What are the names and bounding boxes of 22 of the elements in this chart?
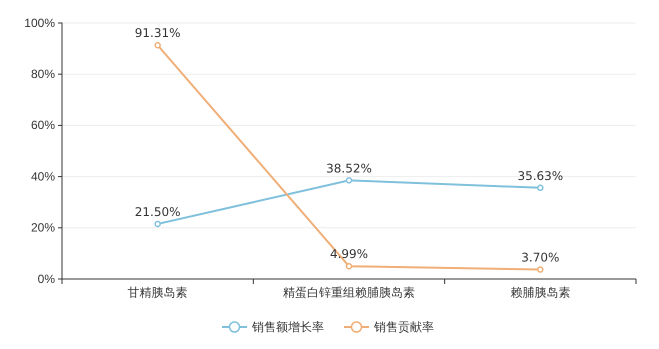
y-tick-label: 40% xyxy=(30,169,56,184)
point xyxy=(537,266,544,273)
y-tick-label: 60% xyxy=(30,118,56,132)
data-label: 35.63% xyxy=(517,168,564,183)
data-label: 21.50% xyxy=(134,204,181,219)
point xyxy=(154,220,161,228)
legend-label: 销售贡献率 xyxy=(373,320,434,334)
y-tick-label: 0% xyxy=(38,272,56,286)
point xyxy=(154,42,161,48)
x-tick-label: 甘精胰岛素 xyxy=(128,286,188,300)
point xyxy=(537,184,544,192)
x-tick-label: 赖脯胰岛素 xyxy=(510,286,570,300)
data-label: 3.70% xyxy=(521,250,560,265)
legend-label: 销售额增长率 xyxy=(251,320,324,334)
point xyxy=(346,262,352,270)
data-label: 38.52% xyxy=(326,161,372,176)
point xyxy=(346,177,352,184)
y-tick-label: 20% xyxy=(30,220,56,235)
y-tick-label: 80% xyxy=(30,67,56,82)
data-label: 91.31% xyxy=(134,26,181,40)
y-tick-label: 100% xyxy=(24,16,56,30)
x-tick-label: 精蛋白锌重组赖脯胰岛素 xyxy=(283,286,415,300)
